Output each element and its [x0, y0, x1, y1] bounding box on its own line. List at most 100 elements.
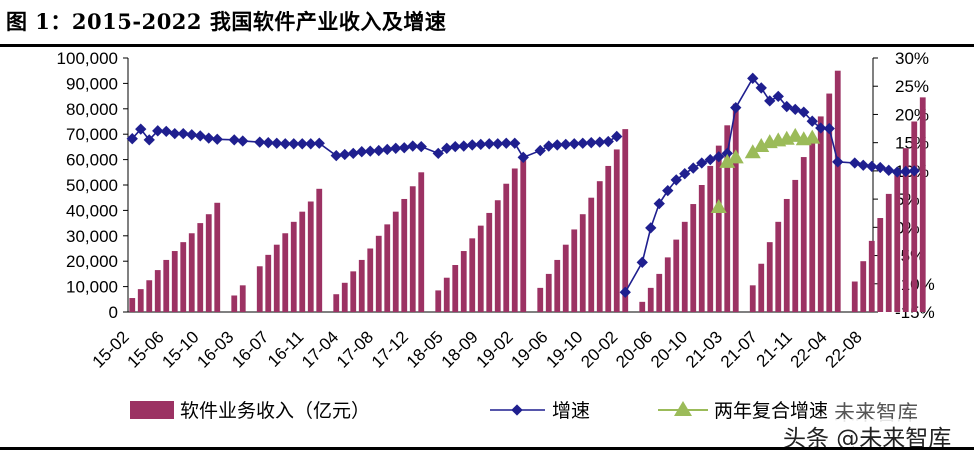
growth-point	[789, 103, 801, 116]
growth-point	[475, 138, 487, 151]
x-tick-label: 19-10	[542, 327, 586, 371]
x-tick-label: 21-03	[682, 327, 726, 371]
revenue-bar	[341, 282, 348, 312]
revenue-bar	[613, 149, 620, 312]
left-tick-label: 0	[109, 303, 118, 322]
growth-point	[670, 174, 682, 186]
revenue-bar	[919, 97, 926, 313]
revenue-bar	[367, 248, 374, 312]
revenue-bar	[639, 301, 646, 312]
growth-point	[611, 130, 623, 143]
legend-swatch-growth-marker	[511, 404, 523, 416]
growth-point	[373, 144, 385, 157]
growth-point	[390, 142, 402, 154]
growth-point	[500, 137, 512, 149]
x-tick-label: 15-06	[124, 327, 168, 371]
revenue-bar	[911, 121, 918, 312]
growth-point	[381, 143, 393, 156]
left-tick-label: 50,000	[66, 176, 118, 195]
x-tick-label: 21-07	[717, 327, 761, 371]
growth-point	[441, 142, 453, 154]
revenue-bar	[469, 238, 476, 312]
revenue-bar	[384, 224, 391, 312]
growth-point	[857, 159, 869, 171]
revenue-bar	[885, 193, 892, 312]
revenue-bar	[350, 271, 357, 312]
growth-point	[449, 140, 461, 153]
growth-point	[509, 137, 521, 149]
legend-swatch-revenue	[130, 401, 174, 419]
growth-point	[203, 132, 215, 144]
cagr-point	[744, 144, 761, 159]
cagr-point	[787, 127, 804, 142]
revenue-bar	[758, 263, 765, 312]
revenue-bar	[197, 223, 204, 312]
growth-point	[254, 136, 266, 148]
revenue-bar	[860, 261, 867, 312]
revenue-bar	[452, 265, 459, 312]
cagr-point	[804, 129, 821, 144]
growth-point	[339, 148, 351, 161]
x-tick-label: 19-02	[473, 327, 517, 371]
growth-point	[543, 140, 555, 152]
left-tick-label: 10,000	[66, 278, 118, 297]
revenue-bar	[817, 116, 824, 312]
revenue-bar	[707, 165, 714, 312]
x-tick-label: 18-05	[403, 327, 447, 371]
revenue-bar	[579, 214, 586, 312]
x-tick-label: 19-06	[507, 327, 551, 371]
x-tick-label: 17-04	[298, 327, 342, 371]
growth-point	[305, 138, 317, 150]
growth-point	[186, 129, 198, 141]
revenue-bar	[163, 259, 170, 312]
revenue-bar	[494, 200, 501, 312]
cagr-point	[753, 138, 770, 153]
legend-swatch-cagr-marker	[674, 401, 692, 416]
growth-point	[713, 151, 725, 163]
revenue-bar	[409, 186, 416, 312]
growth-point	[415, 140, 427, 153]
growth-point	[177, 127, 189, 140]
revenue-bar	[307, 201, 314, 312]
revenue-bar	[171, 251, 178, 312]
growth-point	[296, 138, 308, 150]
revenue-bar	[792, 179, 799, 312]
revenue-bar	[800, 157, 807, 312]
growth-point	[330, 149, 342, 162]
revenue-bar	[690, 204, 697, 312]
growth-point	[432, 147, 444, 160]
revenue-bar	[435, 290, 442, 312]
growth-point	[126, 133, 138, 145]
growth-point	[585, 137, 597, 149]
revenue-bar	[511, 168, 518, 312]
growth-point	[874, 161, 886, 174]
revenue-bar	[596, 181, 603, 312]
revenue-bar	[715, 145, 722, 312]
growth-point	[313, 137, 325, 149]
growth-point	[679, 168, 691, 180]
x-tick-label: 16-03	[193, 327, 237, 371]
revenue-bar	[571, 229, 578, 312]
revenue-bar	[775, 221, 782, 312]
revenue-bar	[605, 165, 612, 312]
x-tick-label: 17-12	[368, 327, 412, 371]
cagr-point	[719, 153, 736, 168]
revenue-bar	[477, 225, 484, 312]
growth-point	[704, 153, 716, 166]
growth-point	[730, 102, 742, 114]
revenue-bar	[256, 266, 263, 312]
left-tick-label: 60,000	[66, 151, 118, 170]
revenue-bar	[826, 93, 833, 312]
revenue-bar	[520, 154, 527, 312]
revenue-bar	[231, 295, 238, 312]
left-tick-label: 80,000	[66, 100, 118, 119]
revenue-bar	[205, 214, 212, 312]
revenue-bar	[282, 233, 289, 312]
revenue-bar	[554, 259, 561, 312]
growth-point	[849, 157, 861, 169]
growth-point	[560, 138, 572, 151]
growth-point	[636, 256, 648, 268]
revenue-bar	[392, 211, 399, 312]
growth-point	[407, 140, 419, 152]
revenue-bar	[749, 285, 756, 312]
